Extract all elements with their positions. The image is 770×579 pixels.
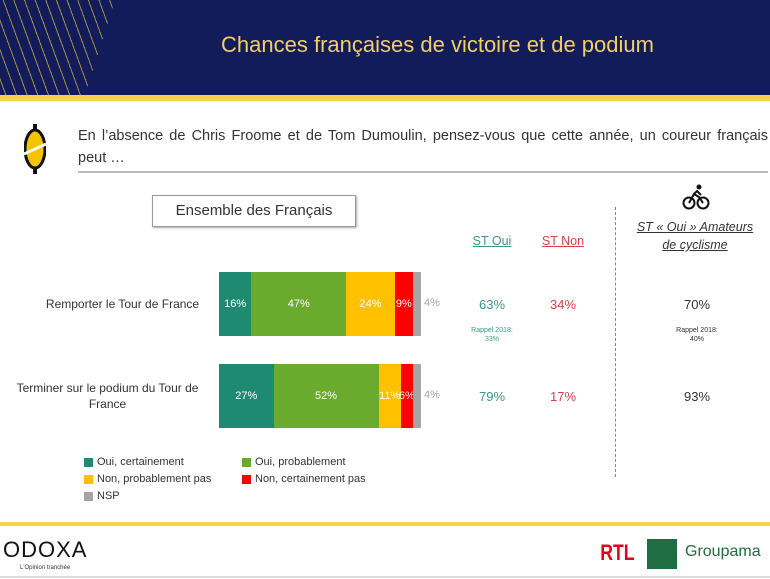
rappel-amateurs-value: 40% bbox=[689, 336, 704, 343]
footer-divider bbox=[0, 522, 770, 526]
legend-non-certainement: Non, certainement pas bbox=[242, 473, 366, 485]
rappel-oui-value: 33% bbox=[484, 336, 499, 343]
header-banner: Chances françaises de victoire et de pod… bbox=[0, 0, 770, 95]
legend-non-probablement: Non, probablement pas bbox=[84, 473, 211, 485]
bar-segment bbox=[412, 364, 421, 428]
bar-segment: 11% bbox=[378, 364, 401, 428]
bar-segment: 52% bbox=[273, 364, 379, 428]
amateurs-header-1: ST « Oui » Amateurs bbox=[636, 220, 754, 234]
amateurs-value-2: 93% bbox=[683, 389, 711, 404]
page-title: Chances françaises de victoire et de pod… bbox=[221, 32, 654, 57]
groupama-logo-icon bbox=[647, 539, 677, 569]
st-oui-value-1: 63% bbox=[478, 297, 506, 312]
bar-segment: 27% bbox=[219, 364, 274, 428]
bar-segment bbox=[412, 272, 421, 336]
legend-oui-certainement: Oui, certainement bbox=[84, 456, 184, 468]
footer-line bbox=[0, 576, 770, 578]
odoxa-logo: ODOXA bbox=[3, 537, 88, 562]
bar-segment: 6% bbox=[399, 364, 415, 428]
rtl-logo: RTL bbox=[600, 540, 635, 565]
bar-segment: 16% bbox=[219, 272, 252, 336]
rappel-oui-title: Rappel 2018: bbox=[471, 327, 513, 334]
row-label-1: Remporter le Tour de France bbox=[45, 297, 200, 311]
panel-label: Ensemble des Français bbox=[152, 195, 356, 227]
row-label-2: Terminer sur le podium du Tour de France bbox=[16, 381, 199, 411]
amateurs-header-2: de cyclisme bbox=[662, 238, 728, 252]
legend-oui-probablement: Oui, probablement bbox=[242, 456, 346, 468]
st-oui-value-2: 79% bbox=[478, 389, 506, 404]
st-non-value-1: 34% bbox=[549, 297, 577, 312]
bar-segment: 47% bbox=[251, 272, 347, 336]
rappel-amateurs-title: Rappel 2018: bbox=[676, 327, 718, 334]
dashed-divider bbox=[615, 207, 616, 477]
odoxa-question-icon bbox=[24, 124, 46, 174]
legend-nsp: NSP bbox=[84, 490, 120, 502]
groupama-logo: Groupama bbox=[685, 543, 761, 560]
bar-segment: 24% bbox=[346, 272, 395, 336]
st-oui-header: ST Oui bbox=[472, 234, 512, 248]
survey-question: En l’absence de Chris Froome et de Tom D… bbox=[78, 125, 768, 173]
header-divider bbox=[0, 95, 770, 101]
cyclist-icon bbox=[682, 184, 710, 210]
bar-segment: 9% bbox=[394, 272, 413, 336]
st-non-header: ST Non bbox=[541, 234, 585, 248]
nsp-label: 4% bbox=[424, 297, 440, 309]
odoxa-tagline: L'Opinion tranchée bbox=[20, 565, 71, 571]
nsp-label: 4% bbox=[424, 389, 440, 401]
st-non-value-2: 17% bbox=[549, 389, 577, 404]
amateurs-value-1: 70% bbox=[683, 297, 711, 312]
